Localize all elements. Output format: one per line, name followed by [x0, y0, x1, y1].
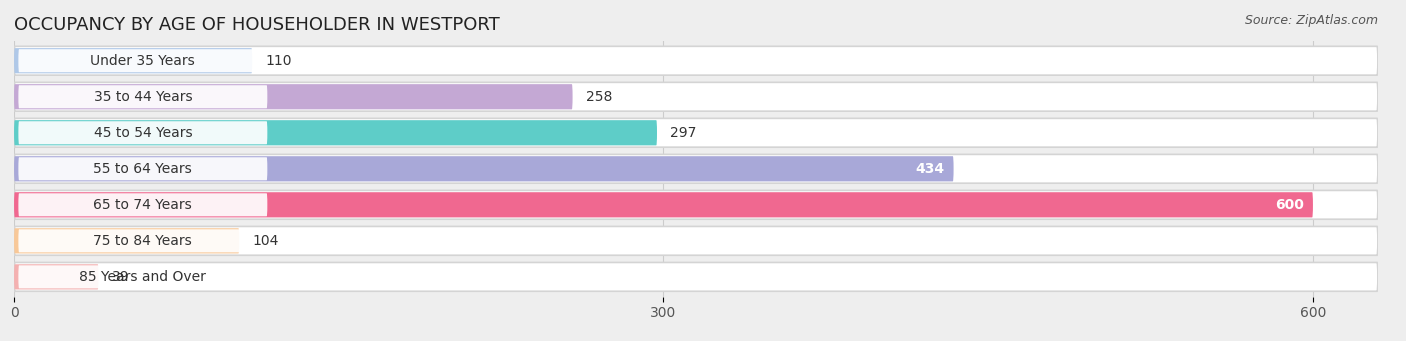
FancyBboxPatch shape: [14, 190, 1378, 219]
FancyBboxPatch shape: [14, 154, 1378, 183]
FancyBboxPatch shape: [18, 157, 267, 180]
FancyBboxPatch shape: [14, 118, 1378, 147]
FancyBboxPatch shape: [14, 228, 239, 253]
Text: 110: 110: [266, 54, 291, 68]
FancyBboxPatch shape: [18, 85, 267, 108]
Text: 55 to 64 Years: 55 to 64 Years: [93, 162, 193, 176]
FancyBboxPatch shape: [14, 46, 1378, 75]
FancyBboxPatch shape: [14, 263, 1378, 291]
Text: 297: 297: [671, 126, 696, 140]
FancyBboxPatch shape: [18, 229, 267, 252]
FancyBboxPatch shape: [14, 264, 98, 290]
Text: 258: 258: [585, 90, 612, 104]
Text: 45 to 54 Years: 45 to 54 Years: [94, 126, 193, 140]
FancyBboxPatch shape: [18, 121, 267, 144]
Text: 434: 434: [915, 162, 945, 176]
Text: 35 to 44 Years: 35 to 44 Years: [94, 90, 193, 104]
Text: Source: ZipAtlas.com: Source: ZipAtlas.com: [1244, 14, 1378, 27]
Text: 75 to 84 Years: 75 to 84 Years: [93, 234, 193, 248]
Text: Under 35 Years: Under 35 Years: [90, 54, 195, 68]
FancyBboxPatch shape: [14, 192, 1313, 218]
Text: 600: 600: [1275, 198, 1305, 212]
Text: 85 Years and Over: 85 Years and Over: [79, 270, 207, 284]
Text: 39: 39: [111, 270, 129, 284]
FancyBboxPatch shape: [14, 120, 657, 145]
FancyBboxPatch shape: [14, 48, 252, 73]
FancyBboxPatch shape: [18, 49, 267, 72]
FancyBboxPatch shape: [14, 82, 1378, 111]
Text: 65 to 74 Years: 65 to 74 Years: [93, 198, 193, 212]
FancyBboxPatch shape: [14, 84, 572, 109]
Text: OCCUPANCY BY AGE OF HOUSEHOLDER IN WESTPORT: OCCUPANCY BY AGE OF HOUSEHOLDER IN WESTP…: [14, 16, 499, 34]
FancyBboxPatch shape: [14, 226, 1378, 255]
FancyBboxPatch shape: [18, 193, 267, 216]
FancyBboxPatch shape: [14, 156, 953, 181]
Text: 104: 104: [252, 234, 278, 248]
FancyBboxPatch shape: [18, 265, 267, 288]
